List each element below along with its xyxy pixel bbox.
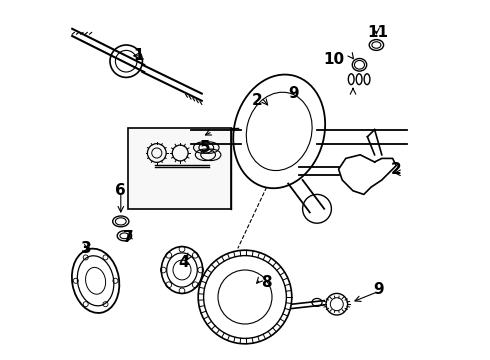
Text: 8: 8 bbox=[261, 275, 272, 290]
Text: 4: 4 bbox=[178, 255, 189, 270]
Text: 9: 9 bbox=[373, 282, 384, 297]
Text: 5: 5 bbox=[200, 140, 211, 155]
Text: 3: 3 bbox=[80, 241, 91, 256]
Text: 11: 11 bbox=[368, 25, 389, 40]
Text: 7: 7 bbox=[122, 230, 133, 245]
Text: 2: 2 bbox=[391, 162, 402, 177]
Text: 1: 1 bbox=[134, 48, 144, 63]
Text: 10: 10 bbox=[324, 52, 345, 67]
Text: 2: 2 bbox=[252, 93, 263, 108]
FancyBboxPatch shape bbox=[128, 128, 231, 209]
Text: 6: 6 bbox=[116, 183, 126, 198]
Text: 9: 9 bbox=[288, 86, 299, 101]
